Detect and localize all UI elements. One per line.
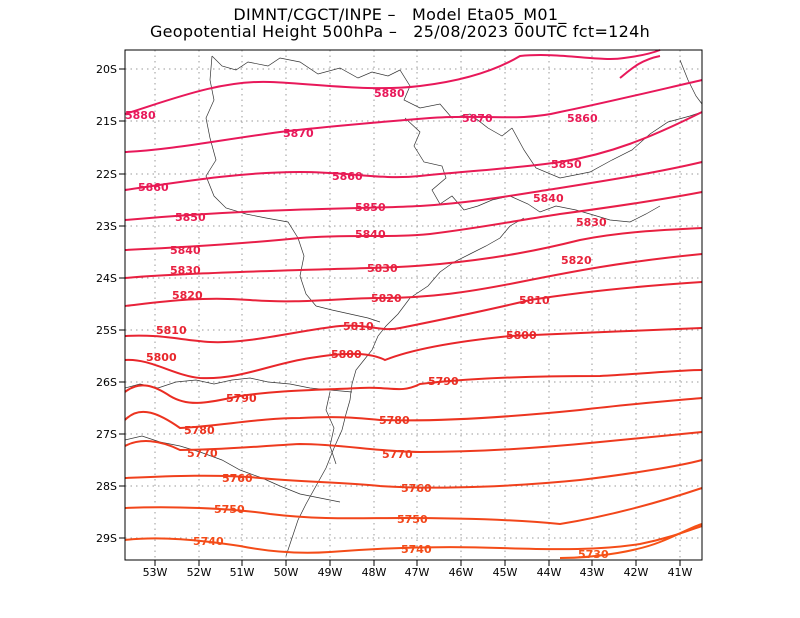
contour-label: 5730 [578,548,609,561]
lon-label: 48W [362,566,387,579]
lat-label: 20S [96,63,117,76]
contour-5740 [124,525,703,554]
contour-label: 5830 [170,264,201,277]
contour-label: 5880 [374,87,405,100]
contour-labels: 5880 5880 5870 5870 5860 5860 5860 5850 … [125,87,609,561]
contour-label: 5840 [355,228,386,241]
contour-5830 [124,227,703,279]
lon-label: 52W [187,566,212,579]
contour-label: 5870 [462,112,493,125]
contour-5880 [124,49,661,115]
contour-label: 5830 [367,262,398,275]
lon-label: 47W [405,566,430,579]
contour-5770 [124,431,703,454]
lon-label: 51W [230,566,255,579]
contour-label: 5770 [187,447,218,460]
contour-label: 5800 [331,348,362,361]
contour-5870 [124,79,703,153]
contour-5860 [124,111,703,191]
lat-label: 28S [96,480,117,493]
contour-label: 5870 [283,127,314,140]
contour-label: 5860 [138,181,169,194]
contour-label: 5810 [343,320,374,333]
lon-label: 41W [668,566,693,579]
lat-label: 25S [96,324,117,337]
lon-label: 42W [624,566,649,579]
lat-label: 22S [96,168,117,181]
lat-label: 26S [96,376,117,389]
contour-label: 5880 [125,109,156,122]
lat-label: 27S [96,428,117,441]
lat-label: 23S [96,220,117,233]
contour-lines [124,49,703,559]
contour-label: 5750 [397,513,428,526]
contour-5730 [559,523,703,559]
contour-label: 5850 [551,158,582,171]
contour-label: 5740 [193,535,224,548]
title-line-1: DIMNT/CGCT/INPE – Model Eta05_M01_ [233,5,567,24]
longitude-labels: 53W 52W 51W 50W 49W 48W 47W 46W 45W 44W … [143,566,693,579]
lon-label: 53W [143,566,168,579]
contour-label: 5760 [401,482,432,495]
contour-label: 5740 [401,543,432,556]
contour-label: 5780 [379,414,410,427]
contour-label: 5850 [175,211,206,224]
lon-label: 43W [580,566,605,579]
contour-label: 5810 [519,294,550,307]
contour-label: 5790 [226,392,257,405]
contour-5780 [124,397,703,430]
lat-label: 29S [96,532,117,545]
contour-label: 5840 [170,244,201,257]
latitude-labels: 20S 21S 22S 23S 24S 25S 26S 27S 28S 29S [96,63,117,545]
contour-5800 [124,327,703,380]
contour-label: 5750 [214,503,245,516]
contour-5850 [124,161,703,221]
contour-5820 [124,253,703,307]
contour-label: 5840 [533,192,564,205]
contour-label: 5860 [567,112,598,125]
lat-label: 24S [96,272,117,285]
contour-label: 5800 [146,351,177,364]
contour-label: 5760 [222,472,253,485]
contour-5810 [124,281,703,344]
contour-label: 5830 [576,216,607,229]
contour-label: 5800 [506,329,537,342]
contour-5790 [124,369,703,404]
contour-label: 5790 [428,375,459,388]
contour-label: 5820 [172,289,203,302]
lon-label: 50W [274,566,299,579]
contour-label: 5860 [332,170,363,183]
title-line-2: Geopotential Height 500hPa – 25/08/2023 … [149,22,651,41]
contour-label: 5820 [371,292,402,305]
contour-label: 5850 [355,201,386,214]
contour-label: 5770 [382,448,413,461]
map-frame [124,49,703,561]
contour-5760 [124,459,703,489]
lon-label: 45W [493,566,518,579]
axis-ticks [119,68,681,566]
map-title: DIMNT/CGCT/INPE – Model Eta05_M01_ Geopo… [0,6,800,40]
contour-label: 5780 [184,424,215,437]
contour-5750 [124,487,703,526]
contour-label: 5820 [561,254,592,267]
lat-label: 21S [96,115,117,128]
contour-label: 5810 [156,324,187,337]
lon-label: 49W [318,566,343,579]
contour-5840 [124,191,703,251]
coastlines-and-borders [124,55,703,557]
lon-label: 44W [537,566,562,579]
lon-label: 46W [449,566,474,579]
